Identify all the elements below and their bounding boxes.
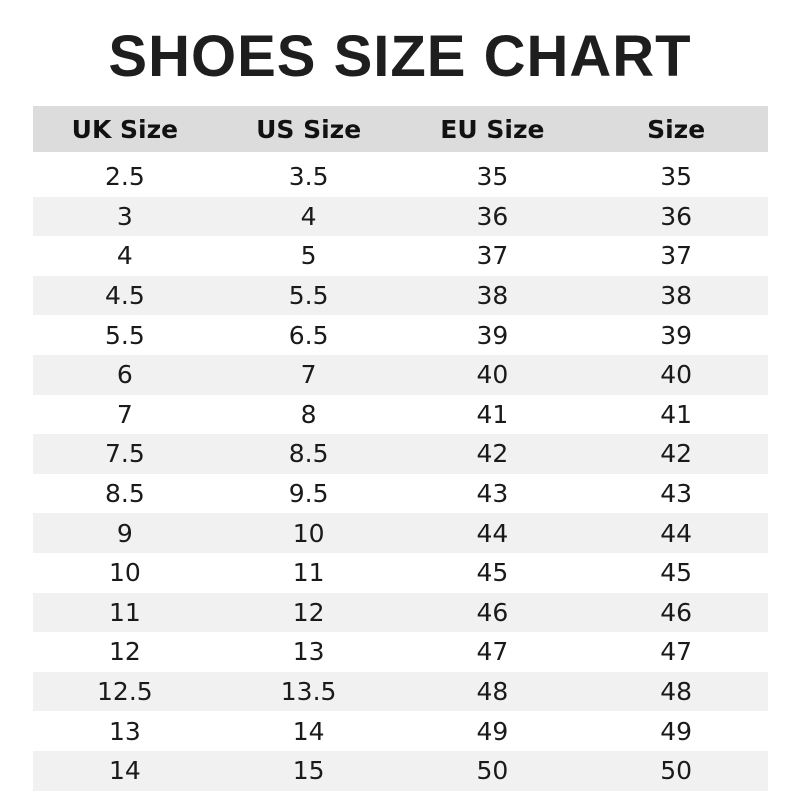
- cell-us-size: 5.5: [288, 281, 329, 311]
- page-title: SHOES SIZE CHART: [108, 24, 692, 89]
- cell-us-size: 8: [300, 399, 317, 429]
- cell-uk-size: 10: [108, 558, 141, 588]
- cell-size: 42: [660, 439, 693, 469]
- table-row: 7 8 41 41: [33, 395, 768, 435]
- table-row: 4.5 5.5 38 38: [33, 275, 768, 316]
- cell-eu-size: 37: [476, 241, 509, 271]
- cell-eu-size: 43: [476, 479, 509, 509]
- table-row: 7.5 8.5 42 42: [33, 434, 768, 474]
- cell-size: 46: [660, 597, 693, 627]
- cell-uk-size: 5.5: [104, 320, 145, 350]
- cell-uk-size: 2.5: [104, 162, 145, 192]
- cell-eu-size: 49: [476, 716, 509, 746]
- cell-eu-size: 46: [476, 597, 509, 627]
- cell-us-size: 9.5: [288, 479, 329, 509]
- cell-uk-size: 6: [116, 360, 133, 390]
- cell-eu-size: 35: [476, 162, 509, 192]
- table-row: 2.5 3.5 35 35: [33, 157, 768, 197]
- cell-uk-size: 11: [108, 597, 141, 627]
- cell-us-size: 6.5: [288, 320, 329, 350]
- cell-size: 50: [660, 756, 693, 786]
- table-row: 14 15 50 50: [33, 750, 768, 791]
- size-chart-table: UK Size US Size EU Size Size 2.5 3.5 35 35 3…: [33, 106, 768, 791]
- cell-us-size: 14: [292, 716, 325, 746]
- cell-uk-size: 7: [116, 399, 133, 429]
- cell-size: 38: [660, 281, 693, 311]
- cell-us-size: 11: [292, 558, 325, 588]
- cell-size: 44: [660, 518, 693, 548]
- cell-us-size: 7: [300, 360, 317, 390]
- cell-uk-size: 4.5: [104, 281, 145, 311]
- cell-us-size: 12: [292, 597, 325, 627]
- cell-uk-size: 3: [116, 201, 133, 231]
- cell-eu-size: 45: [476, 558, 509, 588]
- table-row: 12.5 13.5 48 48: [33, 671, 768, 712]
- table-row: 4 5 37 37: [33, 236, 768, 276]
- cell-uk-size: 13: [108, 716, 141, 746]
- cell-eu-size: 44: [476, 518, 509, 548]
- cell-size: 41: [660, 399, 693, 429]
- cell-us-size: 13.5: [280, 677, 337, 707]
- table-row: 6 7 40 40: [33, 354, 768, 395]
- cell-us-size: 15: [292, 756, 325, 786]
- table-row: 8.5 9.5 43 43: [33, 474, 768, 514]
- table-body: 2.5 3.5 35 35 3 4 36 36 4 5 37 37 4.5 5.5 38 38 5.5 6.5 39…: [33, 157, 768, 791]
- cell-eu-size: 41: [476, 399, 509, 429]
- cell-eu-size: 48: [476, 677, 509, 707]
- cell-eu-size: 47: [476, 637, 509, 667]
- table-row: 12 13 47 47: [33, 632, 768, 672]
- cell-size: 35: [660, 162, 693, 192]
- cell-uk-size: 14: [108, 756, 141, 786]
- table-row: 10 11 45 45: [33, 553, 768, 593]
- cell-size: 36: [660, 201, 693, 231]
- table-row: 13 14 49 49: [33, 711, 768, 751]
- cell-size: 40: [660, 360, 693, 390]
- table-row: 3 4 36 36: [33, 196, 768, 237]
- cell-eu-size: 36: [476, 201, 509, 231]
- cell-uk-size: 9: [116, 518, 133, 548]
- table-row: 11 12 46 46: [33, 592, 768, 633]
- cell-us-size: 5: [300, 241, 317, 271]
- cell-us-size: 3.5: [288, 162, 329, 192]
- cell-size: 49: [660, 716, 693, 746]
- cell-us-size: 4: [300, 201, 317, 231]
- header-uk-size: UK Size: [71, 114, 179, 144]
- cell-us-size: 13: [292, 637, 325, 667]
- cell-uk-size: 7.5: [104, 439, 145, 469]
- cell-size: 43: [660, 479, 693, 509]
- cell-eu-size: 40: [476, 360, 509, 390]
- cell-size: 47: [660, 637, 693, 667]
- header-us-size: US Size: [256, 114, 362, 144]
- cell-eu-size: 38: [476, 281, 509, 311]
- cell-uk-size: 12: [108, 637, 141, 667]
- table-row: 5.5 6.5 39 39: [33, 315, 768, 355]
- cell-eu-size: 42: [476, 439, 509, 469]
- cell-uk-size: 8.5: [104, 479, 145, 509]
- cell-size: 45: [660, 558, 693, 588]
- cell-uk-size: 4: [116, 241, 133, 271]
- cell-size: 37: [660, 241, 693, 271]
- cell-eu-size: 39: [476, 320, 509, 350]
- cell-eu-size: 50: [476, 756, 509, 786]
- table-row: 9 10 44 44: [33, 513, 768, 553]
- cell-size: 48: [660, 677, 693, 707]
- header-size: Size: [647, 114, 706, 144]
- table-header-row: UK Size US Size EU Size Size: [33, 106, 768, 152]
- cell-us-size: 8.5: [288, 439, 329, 469]
- cell-us-size: 10: [292, 518, 325, 548]
- cell-size: 39: [660, 320, 693, 350]
- cell-uk-size: 12.5: [97, 677, 153, 707]
- header-eu-size: EU Size: [440, 114, 545, 144]
